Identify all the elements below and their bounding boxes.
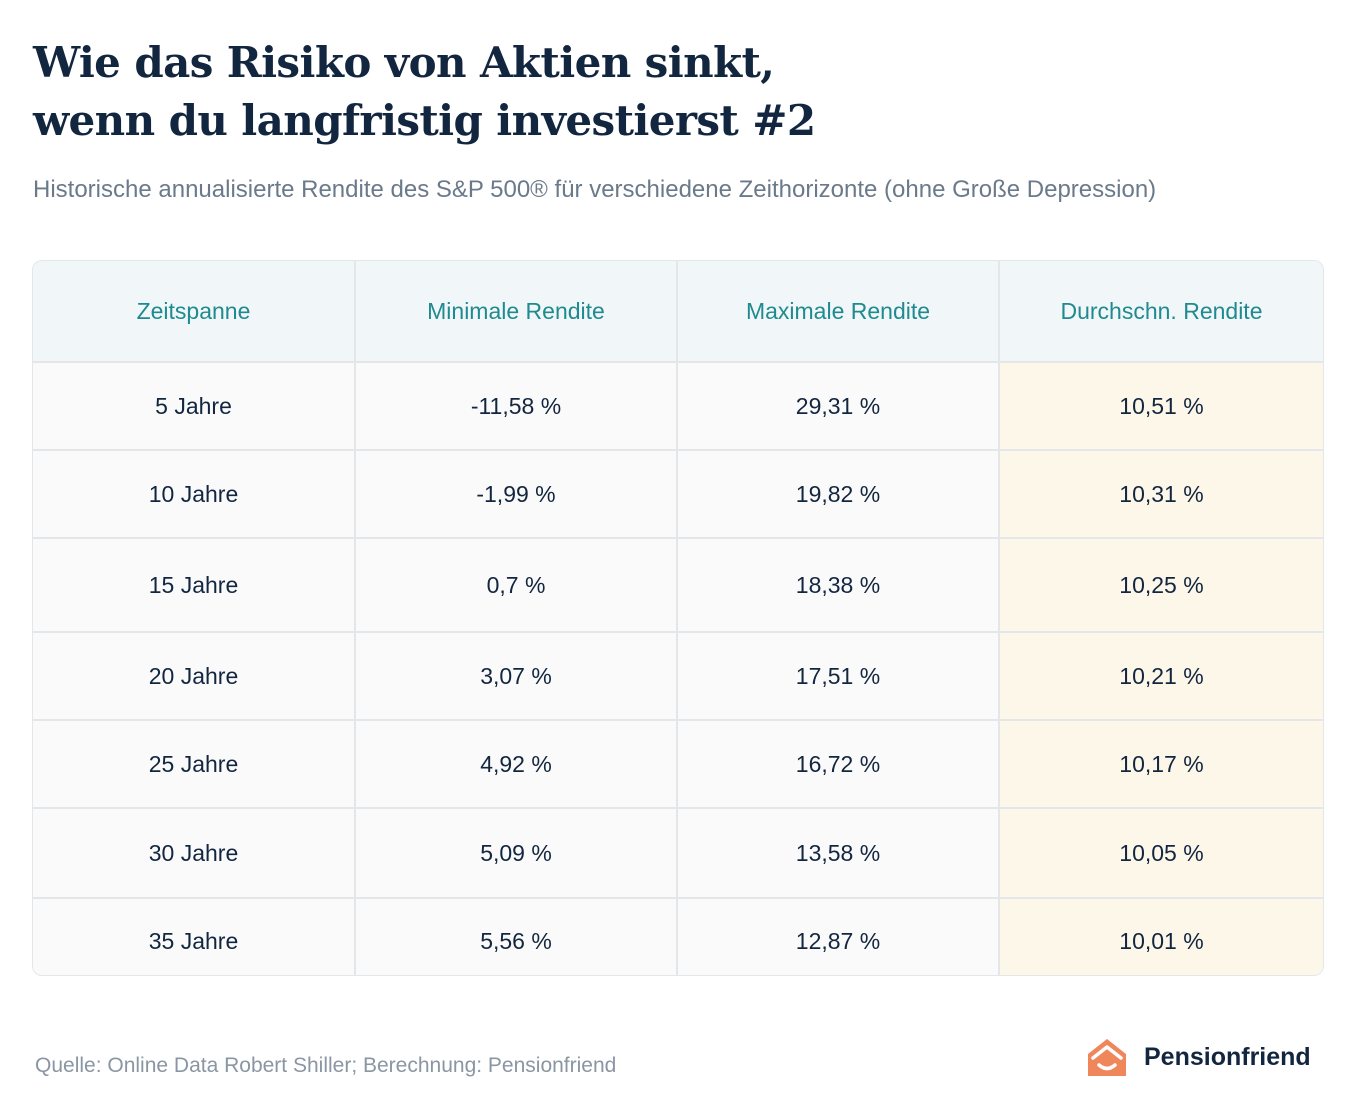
column-header: Minimale Rendite [355,261,678,362]
value-cell: 13,58 % [677,807,1000,898]
value-cell: 10,51 % [999,361,1323,450]
table-row: 5 Jahre -11,58 % 29,31 % 10,51 % [33,361,1323,450]
value-cell: 0,7 % [355,537,678,632]
value-cell: 10,25 % [999,537,1323,632]
value-cell: 5,09 % [355,807,678,898]
table-row: 35 Jahre 5,56 % 12,87 % 10,01 % [33,897,1323,975]
value-cell: -11,58 % [355,361,678,450]
value-cell: 12,87 % [677,897,1000,975]
value-cell: 18,38 % [677,537,1000,632]
chart-subtitle: Historische annualisierte Rendite des S&… [33,176,1157,203]
brand-logo: Pensionfriend [1084,1034,1311,1080]
period-cell: 25 Jahre [33,719,356,808]
table-row: 15 Jahre 0,7 % 18,38 % 10,25 % [33,537,1323,632]
brand-name: Pensionfriend [1144,1042,1311,1071]
period-cell: 15 Jahre [33,537,356,632]
period-cell: 5 Jahre [33,361,356,450]
period-cell: 30 Jahre [33,807,356,898]
table-header-row: Zeitspanne Minimale Rendite Maximale Rendi… [33,261,1323,362]
table-row: 25 Jahre 4,92 % 16,72 % 10,17 % [33,719,1323,808]
returns-table: Zeitspanne Minimale Rendite Maximale Rendi… [33,261,1323,975]
title-line-2: wenn du langfristig investierst #2 [33,96,816,145]
value-cell: -1,99 % [355,449,678,538]
value-cell: 4,92 % [355,719,678,808]
table-body: 5 Jahre -11,58 % 29,31 % 10,51 % 10 Jahre -1,… [33,361,1323,975]
table-header: Zeitspanne Minimale Rendite Maximale Rendi… [33,261,1323,362]
title-line-1: Wie das Risiko von Aktien sinkt, [33,38,775,87]
value-cell: 3,07 % [355,631,678,720]
period-cell: 20 Jahre [33,631,356,720]
value-cell: 16,72 % [677,719,1000,808]
value-cell: 5,56 % [355,897,678,975]
value-cell: 29,31 % [677,361,1000,450]
chart-title: Wie das Risiko von Aktien sinkt, wenn du… [33,34,1323,150]
house-icon [1088,1039,1126,1076]
period-cell: 35 Jahre [33,897,356,975]
column-header: Zeitspanne [33,261,356,362]
value-cell: 10,01 % [999,897,1323,975]
column-header: Maximale Rendite [677,261,1000,362]
value-cell: 19,82 % [677,449,1000,538]
table-row: 30 Jahre 5,09 % 13,58 % 10,05 % [33,807,1323,898]
table-row: 20 Jahre 3,07 % 17,51 % 10,21 % [33,631,1323,720]
column-header: Durchschn. Rendite [999,261,1323,362]
value-cell: 10,17 % [999,719,1323,808]
table-row: 10 Jahre -1,99 % 19,82 % 10,31 % [33,449,1323,538]
value-cell: 17,51 % [677,631,1000,720]
value-cell: 10,31 % [999,449,1323,538]
value-cell: 10,21 % [999,631,1323,720]
period-cell: 10 Jahre [33,449,356,538]
value-cell: 10,05 % [999,807,1323,898]
returns-table-card: Zeitspanne Minimale Rendite Maximale Rendi… [32,260,1324,976]
source-note: Quelle: Online Data Robert Shiller; Bere… [35,1054,617,1077]
